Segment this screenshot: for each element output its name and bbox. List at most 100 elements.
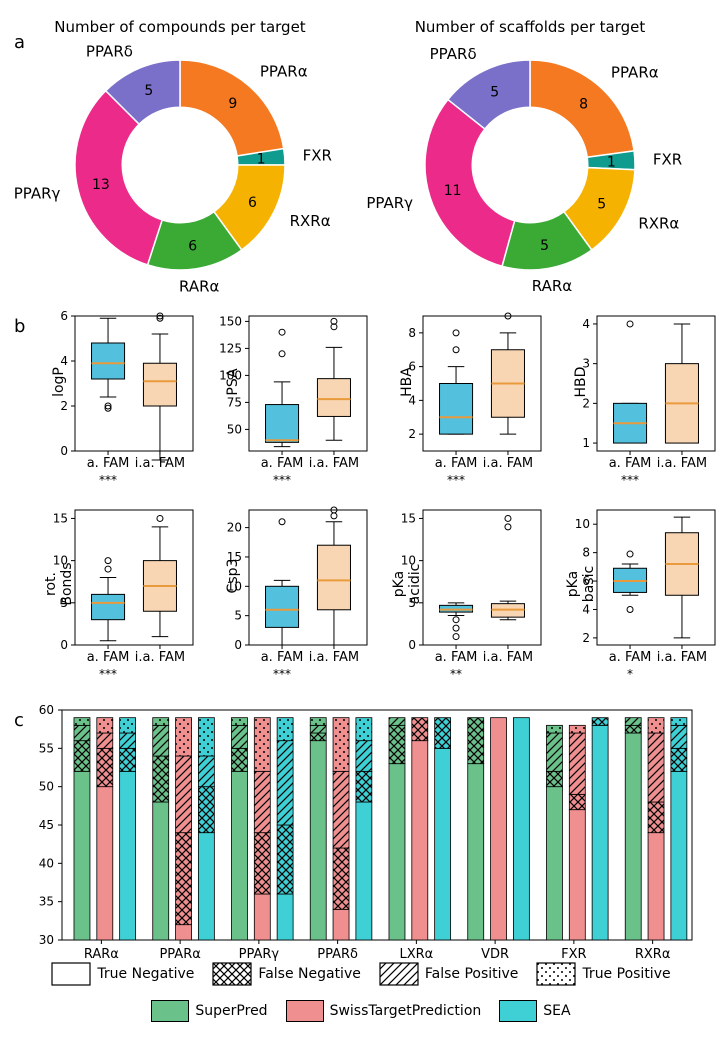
bar-PPARα-SwissTargetPrediction (176, 718, 192, 756)
bar-LXRα-SuperPred (389, 764, 405, 940)
svg-text:1: 1 (582, 436, 590, 450)
donut-label-RXRα: RXRα (638, 214, 679, 232)
donut-label-RARα: RARα (532, 277, 572, 295)
boxplot-pKa-basic: 246810pKa basica. FAMi.a. FAM* (597, 510, 715, 645)
svg-text:5: 5 (234, 609, 242, 623)
boxplot-ylabel: PSA (225, 352, 241, 412)
bar-RXRα-SuperPred (625, 718, 641, 726)
boxplot-rot.-Bonds: 051015rot. Bondsa. FAMi.a. FAM*** (75, 510, 193, 645)
bar-PPARα-SEA (198, 756, 214, 787)
bar-RARα-SEA (120, 771, 136, 940)
donut-value-PPARα: 8 (579, 97, 588, 113)
donut1-title: Number of compounds per target (20, 18, 340, 36)
donut-label-FXR: FXR (303, 146, 332, 164)
boxplot-xlabel: i.a. FAM (128, 456, 192, 471)
svg-text:50: 50 (39, 780, 54, 794)
svg-text:0: 0 (60, 638, 68, 652)
bar-xlabel-FXR: FXR (561, 947, 586, 962)
svg-text:0: 0 (408, 638, 416, 652)
bar-PPARδ-SEA (356, 802, 372, 940)
boxplot-xlabel: i.a. FAM (128, 650, 192, 665)
legend-patterns: True NegativeFalse NegativeFalse Positiv… (40, 962, 700, 990)
donut-value-PPARδ: 5 (144, 83, 153, 99)
bar-PPARδ-SwissTargetPrediction (333, 771, 349, 848)
bar-RARα-SwissTargetPrediction (97, 718, 113, 733)
legend-pattern-true-negative: True Negative (51, 962, 194, 986)
bar-PPARα-SuperPred (153, 802, 169, 940)
donut-value-PPARγ: 13 (92, 177, 110, 193)
boxplot-xlabel: i.a. FAM (650, 456, 714, 471)
donut-label-PPARδ: PPARδ (86, 42, 133, 60)
bar-FXR-SuperPred (546, 725, 562, 733)
boxplot-xlabel: i.a. FAM (476, 456, 540, 471)
bar-PPARδ-SwissTargetPrediction (333, 909, 349, 940)
bar-RARα-SuperPred (74, 725, 90, 740)
bar-PPARδ-SEA (356, 718, 372, 741)
bar-PPARα-SuperPred (153, 756, 169, 802)
boxplot-HBA: 2468HBAa. FAMi.a. FAM*** (423, 316, 541, 451)
donut-value-PPARα: 9 (228, 96, 237, 112)
bar-RARα-SwissTargetPrediction (97, 787, 113, 940)
bar-FXR-SEA (592, 718, 608, 726)
donut-value-RARα: 6 (188, 238, 197, 254)
donut-value-PPARδ: 5 (490, 85, 499, 101)
svg-text:45: 45 (39, 818, 54, 832)
bar-PPARδ-SuperPred (310, 718, 326, 726)
boxplot-PSA: 5075100125150PSAa. FAMi.a. FAM*** (249, 316, 367, 451)
boxplot-ylabel: pKa basic (565, 554, 597, 614)
boxplot-pKa-acidic: 051015pKa acidica. FAMi.a. FAM** (423, 510, 541, 645)
svg-text:6: 6 (60, 309, 68, 323)
donut-chart-scaffolds: 8PPARα1FXR5RXRα5RARα11PPARγ5PPARδ (425, 60, 635, 270)
bar-RARα-SEA (120, 718, 136, 733)
svg-text:0: 0 (60, 444, 68, 458)
svg-text:2: 2 (408, 427, 416, 441)
bar-FXR-SuperPred (546, 787, 562, 940)
bar-PPARγ-SwissTargetPrediction (254, 833, 270, 894)
bar-PPARα-SwissTargetPrediction (176, 925, 192, 940)
bar-FXR-SuperPred (546, 733, 562, 771)
bar-RARα-SEA (120, 748, 136, 771)
bar-LXRα-SwissTargetPrediction (412, 741, 428, 940)
boxplot-xlabel: i.a. FAM (650, 650, 714, 665)
stacked-bar-chart: 30354045505560RARαPPARαPPARγPPARδLXRαVDR… (62, 710, 692, 940)
svg-text:60: 60 (39, 703, 54, 717)
donut-value-RXRα: 6 (248, 195, 257, 211)
bar-xlabel-PPARα: PPARα (159, 947, 200, 962)
boxplot-xlabel: i.a. FAM (476, 650, 540, 665)
boxplot-ylabel: HBD (573, 352, 589, 412)
boxplot-logP: 0246logPa. FAMi.a. FAM*** (75, 316, 193, 451)
panel-letter-c: c (14, 710, 24, 731)
bar-PPARγ-SwissTargetPrediction (254, 718, 270, 772)
svg-text:2: 2 (582, 631, 590, 645)
bar-RXRα-SEA (671, 725, 687, 748)
donut-label-PPARγ: PPARγ (366, 194, 413, 212)
bar-PPARγ-SuperPred (231, 718, 247, 726)
donut-value-RARα: 5 (540, 238, 549, 254)
svg-text:30: 30 (39, 933, 54, 947)
boxplot-significance: *** (88, 473, 128, 487)
boxplot-HBD: 1234HBDa. FAMi.a. FAM*** (597, 316, 715, 451)
bar-LXRα-SEA (435, 718, 451, 749)
bar-PPARα-SEA (198, 833, 214, 940)
svg-text:8: 8 (408, 326, 416, 340)
legend-pattern-false-positive: False Positive (379, 962, 519, 986)
svg-text:35: 35 (39, 895, 54, 909)
bar-PPARδ-SuperPred (310, 741, 326, 940)
svg-text:20: 20 (227, 521, 242, 535)
boxplot-Csp3: 05101520Csp3a. FAMi.a. FAM*** (249, 510, 367, 645)
bar-RXRα-SEA (671, 748, 687, 771)
donut-label-FXR: FXR (653, 150, 682, 168)
bar-xlabel-RXRα: RXRα (635, 947, 671, 962)
legend-tool-SuperPred: SuperPred (151, 1000, 267, 1022)
svg-text:40: 40 (39, 856, 54, 870)
bar-RARα-SEA (120, 733, 136, 748)
bar-RXRα-SuperPred (625, 725, 641, 733)
boxplot-xlabel: i.a. FAM (302, 650, 366, 665)
bar-PPARγ-SEA (277, 718, 293, 741)
legend-pattern-true-positive: True Positive (536, 962, 670, 986)
boxplot-significance: *** (436, 473, 476, 487)
boxplot-significance: ** (436, 667, 476, 681)
legend-tools: SuperPredSwissTargetPredictionSEA (40, 1000, 700, 1026)
svg-text:50: 50 (227, 422, 242, 436)
bar-RARα-SuperPred (74, 771, 90, 940)
